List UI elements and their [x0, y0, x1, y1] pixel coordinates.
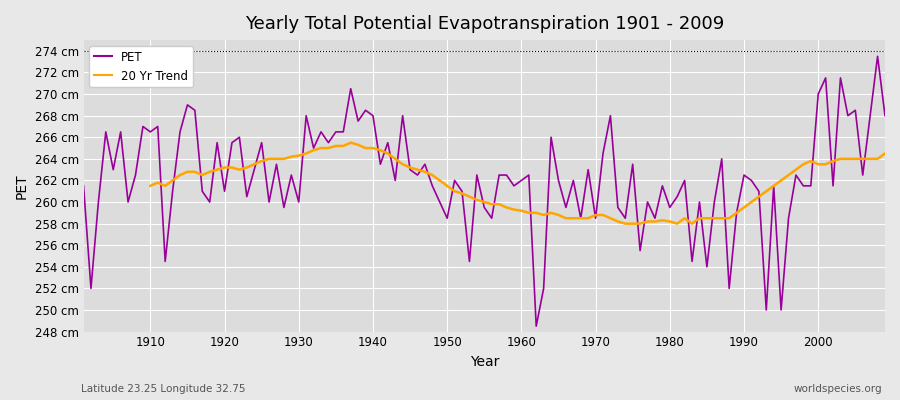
Legend: PET, 20 Yr Trend: PET, 20 Yr Trend	[89, 46, 193, 87]
Text: Latitude 23.25 Longitude 32.75: Latitude 23.25 Longitude 32.75	[81, 384, 246, 394]
Title: Yearly Total Potential Evapotranspiration 1901 - 2009: Yearly Total Potential Evapotranspiratio…	[245, 15, 724, 33]
Text: worldspecies.org: worldspecies.org	[794, 384, 882, 394]
Y-axis label: PET: PET	[15, 173, 29, 199]
X-axis label: Year: Year	[470, 355, 499, 369]
